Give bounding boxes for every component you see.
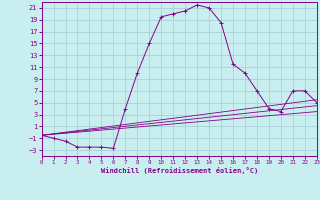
X-axis label: Windchill (Refroidissement éolien,°C): Windchill (Refroidissement éolien,°C) [100, 167, 258, 174]
